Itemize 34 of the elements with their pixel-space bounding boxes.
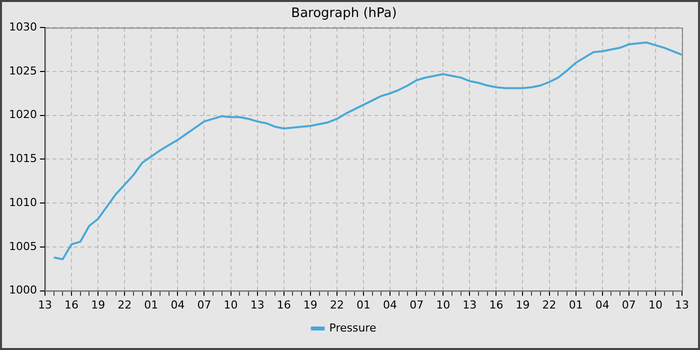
x-tick-label: 01 xyxy=(568,298,583,312)
x-tick-label: 07 xyxy=(197,298,212,312)
x-tick-label: 10 xyxy=(648,298,662,312)
x-tick-label: 04 xyxy=(595,298,610,312)
x-tick-label: 22 xyxy=(118,298,132,312)
x-tick-label: 04 xyxy=(170,298,185,312)
x-tick-label: 13 xyxy=(38,298,52,312)
y-tick-label: 1020 xyxy=(8,108,37,122)
y-tick-label: 1010 xyxy=(8,196,37,209)
x-tick-label: 22 xyxy=(330,298,344,312)
x-tick-label: 16 xyxy=(64,298,79,312)
x-tick-label: 16 xyxy=(276,298,291,312)
y-tick-label: 1025 xyxy=(8,64,37,78)
x-tick-label: 01 xyxy=(356,298,370,312)
x-tick-label: 19 xyxy=(303,298,318,312)
x-tick-label: 01 xyxy=(144,298,158,312)
chart-title: Barograph (hPa) xyxy=(291,6,397,22)
x-tick-label: 07 xyxy=(622,298,636,312)
x-tick-label: 13 xyxy=(462,298,477,312)
x-tick-label: 19 xyxy=(516,298,530,312)
y-tick-label: 1030 xyxy=(8,20,37,34)
x-tick-label: 07 xyxy=(410,298,424,312)
y-tick-label: 1015 xyxy=(8,152,37,166)
x-tick-label: 19 xyxy=(91,298,106,312)
x-tick-label: 16 xyxy=(489,298,504,312)
x-tick-label: 22 xyxy=(542,298,556,312)
x-tick-label: 13 xyxy=(250,298,264,312)
y-tick-label: 1000 xyxy=(8,284,37,297)
x-tick-label: 13 xyxy=(675,298,689,312)
y-tick-label: 1005 xyxy=(8,240,37,253)
x-tick-label: 10 xyxy=(436,298,450,312)
x-tick-label: 04 xyxy=(383,298,398,312)
legend-label: Pressure xyxy=(329,321,376,334)
x-tick-label: 10 xyxy=(224,298,238,312)
